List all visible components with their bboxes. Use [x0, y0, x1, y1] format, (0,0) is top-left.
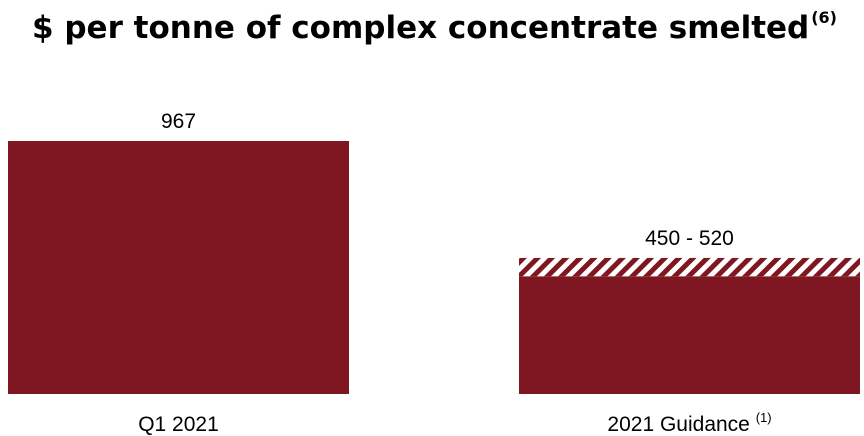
chart-title-text: $ per tonne of complex concentrate smelt…: [32, 10, 810, 46]
data-label: 450 - 520: [645, 227, 734, 250]
category-text: 2021 Guidance: [607, 413, 749, 436]
bar-guidance-range-hatch: [519, 257, 860, 277]
chart-title: $ per tonne of complex concentrate smelt…: [32, 8, 837, 46]
bar-guidance-low: [519, 276, 860, 394]
category-label: 2021 Guidance (1): [607, 410, 771, 436]
chart-title-footnote: (6): [811, 8, 837, 27]
category-text: Q1 2021: [138, 413, 219, 436]
data-label: 967: [161, 110, 196, 133]
category-label: Q1 2021: [138, 413, 219, 436]
category-footnote: (1): [756, 410, 772, 425]
bar-1: [8, 141, 349, 394]
